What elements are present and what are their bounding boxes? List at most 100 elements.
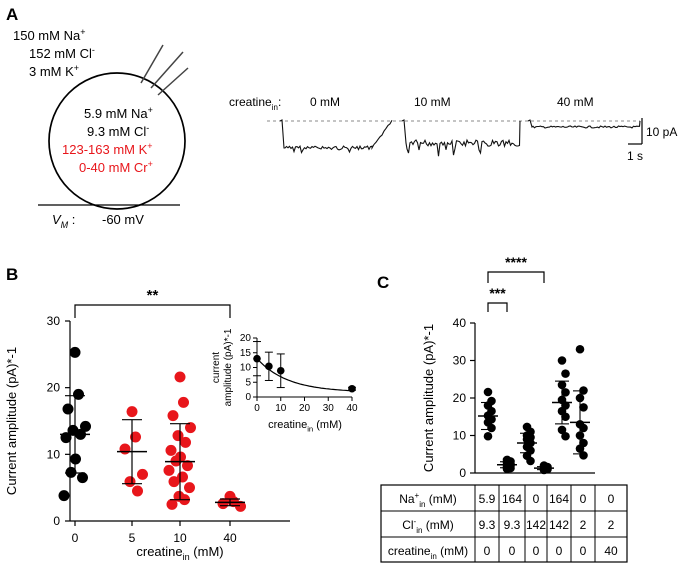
inset-y-tick-label: 10	[240, 363, 252, 374]
vm-value: -60 mV	[102, 212, 144, 227]
inset-y-axis-label-1: current	[211, 352, 222, 383]
c-data-point	[561, 431, 570, 441]
table-cell: 9.3	[479, 518, 496, 532]
inset-data-point	[265, 362, 273, 371]
panel-c-condition-table: Na+in (mM) 5.9 164 0 164 0 0 Cl-in (mM) 9.3 9.3 14…	[380, 484, 628, 563]
b-data-point	[185, 422, 196, 434]
b-data-point	[132, 485, 143, 497]
c-data-point	[561, 369, 570, 378]
table-row-label: Na+in (mM)	[399, 491, 457, 509]
inset-y-tick-label: 20	[240, 333, 252, 344]
table-cell: 0	[484, 544, 491, 558]
inset-data-point	[253, 354, 261, 363]
current-trace-10mm	[401, 119, 521, 157]
c-data-point	[575, 344, 585, 354]
b-data-point	[163, 464, 175, 476]
b-data-point	[126, 406, 138, 418]
c-data-point	[502, 464, 512, 474]
b-y-tick-label: 30	[47, 314, 61, 328]
pip-k: 123-163 mM K+	[62, 141, 153, 157]
current-trace-0mm	[279, 119, 393, 155]
panel-b-inset-chart: 0 5 10 15 20 0 10 20 30 40 current amplitude (pA)*-…	[211, 328, 358, 433]
b-data-point	[124, 476, 136, 488]
inset-x-tick-label: 0	[254, 403, 260, 414]
pip-cr: 0-40 mM Cr+	[79, 159, 153, 175]
bath-cl: 152 mM Cl-	[29, 45, 95, 61]
b-data-point	[65, 466, 77, 478]
inset-data-point	[276, 366, 285, 375]
table-cell: 142	[526, 518, 546, 532]
inset-x-tick-label: 40	[346, 403, 358, 414]
trace-label-40mm: 40 mM	[557, 95, 594, 109]
c-significance-bracket	[487, 271, 545, 283]
trace-label-0mm: 0 mM	[310, 95, 340, 109]
trace-label-10mm: 10 mM	[414, 95, 451, 109]
b-data-point	[58, 490, 70, 502]
cell-outline	[48, 72, 186, 210]
table-cell: 0	[533, 492, 540, 506]
table-cell: 0	[533, 544, 540, 558]
c-significance-label: ***	[489, 285, 506, 301]
current-trace-40mm	[527, 119, 641, 129]
c-data-point	[579, 423, 588, 433]
b-data-point	[235, 500, 246, 512]
table-cell: 164	[502, 492, 522, 506]
b-data-point	[174, 371, 186, 383]
b-data-point	[69, 346, 81, 358]
table-cell: 0	[509, 544, 516, 558]
inset-y-axis-label-2: amplitude (pA)*-1	[223, 328, 234, 406]
c-y-tick-label: 20	[453, 391, 467, 405]
b-significance-label: **	[147, 287, 159, 304]
c-data-point	[579, 451, 588, 460]
b-data-point	[180, 436, 191, 448]
c-significance-bracket	[487, 302, 508, 312]
b-data-point	[168, 476, 180, 488]
c-y-tick-label: 0	[459, 466, 466, 480]
b-x-tick-label: 10	[173, 531, 187, 545]
b-y-tick-label: 10	[47, 447, 61, 461]
b-data-point	[130, 431, 141, 443]
bath-solution: 150 mM Na+ 152 mM Cl- 3 mM K+	[13, 27, 95, 79]
b-data-point	[119, 443, 131, 455]
c-y-axis-label: Current amplitude (pA)*-1	[421, 324, 436, 472]
b-x-axis-label: creatinein (mM)	[136, 544, 223, 562]
bath-na: 150 mM Na+	[13, 27, 85, 43]
c-data-point	[579, 403, 588, 412]
b-data-point	[80, 420, 91, 432]
table-cell: 9.3	[504, 518, 521, 532]
table-cell: 0	[608, 492, 615, 506]
inset-x-tick-label: 20	[299, 403, 311, 414]
b-data-point	[166, 498, 178, 510]
b-data-point	[137, 468, 148, 480]
c-data-point	[557, 356, 567, 365]
c-y-tick-label: 40	[453, 316, 467, 330]
b-data-point	[217, 498, 229, 510]
pipette-solution: 5.9 mM Na+ 9.3 mM Cl- 123-163 mM K+ 0-40…	[62, 105, 153, 175]
b-data-point	[62, 403, 74, 415]
inset-fit-curve	[256, 358, 353, 392]
scale-x-label: 1 s	[627, 149, 643, 163]
table-cell: 0	[556, 544, 563, 558]
c-data-point	[483, 431, 493, 441]
b-data-point	[165, 444, 177, 456]
table-cell: 0	[580, 492, 587, 506]
c-significance-label: ****	[505, 254, 527, 270]
panel-b-label: B	[6, 265, 18, 284]
table-row-label: creatinein (mM)	[388, 544, 468, 561]
pip-cl: 9.3 mM Cl-	[87, 123, 149, 139]
table-cell: 40	[604, 544, 618, 558]
scale-y-label: 10 pA	[646, 125, 677, 139]
table-cell: 164	[549, 492, 569, 506]
inset-data-point	[348, 384, 356, 393]
vm-label: VM :	[52, 212, 75, 230]
bath-k: 3 mM K+	[29, 63, 79, 79]
c-data-point	[526, 456, 535, 466]
cell-diagram	[38, 44, 189, 210]
table-cell: 2	[608, 518, 615, 532]
panel-c-label: C	[377, 273, 389, 292]
table-cell: 5.9	[479, 492, 496, 506]
b-x-tick-label: 5	[129, 531, 136, 545]
table-border	[380, 484, 628, 563]
